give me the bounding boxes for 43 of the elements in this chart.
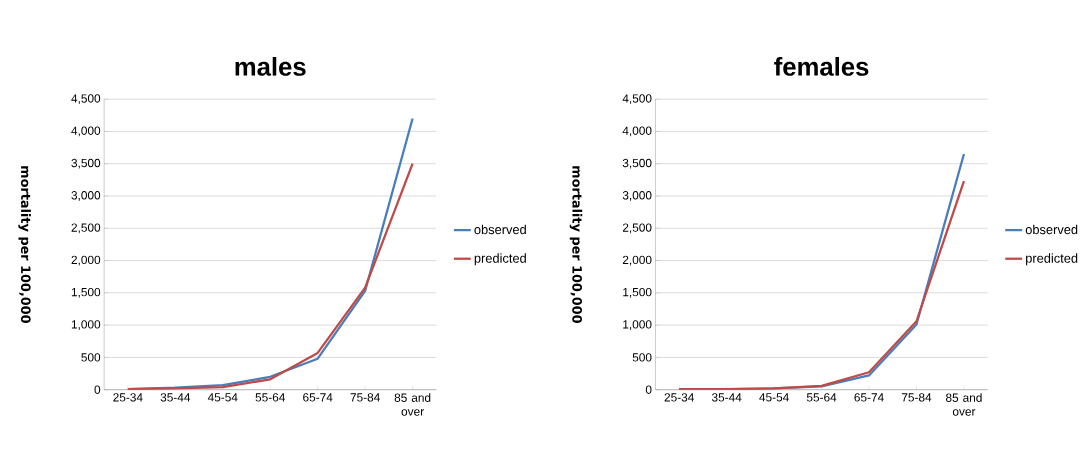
y-tick-label: 4,000 [622,126,652,137]
x-tick-label: 75-84 [350,393,380,402]
y-tick-label: 0 [94,385,101,394]
legend-label: predicted [1026,253,1078,266]
x-tick-label: 35-44 [160,393,191,402]
y-tick-label: 3,000 [622,191,652,201]
y-tick-label: 3,000 [71,191,101,201]
legend-label: predicted [474,253,526,266]
y-tick-label: 2,500 [622,223,652,234]
y-tick-label: 2,000 [622,255,652,266]
y-tick-label: 1,000 [623,320,652,330]
y-tick-label: 2,000 [71,255,101,266]
y-tick-label: 4,500 [622,94,652,105]
chart-title: females [774,56,869,76]
legend-label: observed [474,224,526,235]
y-tick-label: 3,500 [622,158,652,169]
y-tick-label: 0 [645,385,652,394]
x-tick-label: 45-54 [759,393,789,402]
y-tick-label: 500 [632,353,652,362]
y-tick-label: 1,500 [71,287,101,298]
y-tick-label: 4,500 [71,94,101,105]
x-tick-label: 25-34 [664,393,695,402]
x-tick-label: 45-54 [207,393,238,402]
y-tick-label: 1,500 [623,287,652,298]
y-tick-label: 4,000 [71,126,101,137]
x-tick-label: 35-44 [711,393,742,402]
x-tick-label: 25-34 [113,393,143,402]
y-axis-title: mortality per 100,000 [569,166,583,323]
y-tick-label: 1,000 [71,320,101,330]
x-tick-label: 85 and over [945,393,982,416]
y-axis-title: mortality per 100,000 [18,166,31,323]
legend-label: observed [1025,224,1078,235]
chart-title: males [235,56,306,76]
x-tick-label: 65-74 [854,393,884,402]
x-tick-label: 55-64 [255,393,286,402]
x-tick-label: 75-84 [901,393,932,402]
x-tick-label: 65-74 [303,393,333,402]
x-tick-label: 85 and over [394,393,431,416]
y-tick-label: 500 [81,353,101,362]
y-tick-label: 3,500 [71,158,101,169]
line-series [126,162,414,390]
x-tick-label: 55-64 [806,393,837,402]
y-tick-label: 2,500 [71,223,101,234]
